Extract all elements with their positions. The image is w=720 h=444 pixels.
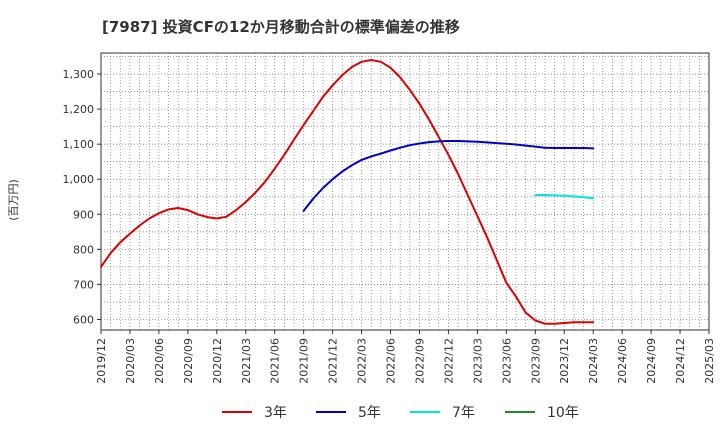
x-tick-label: 2024/06 — [616, 338, 629, 384]
x-tick-label: 2022/06 — [385, 338, 398, 384]
x-tick-label: 2022/12 — [442, 338, 455, 384]
x-tick-label: 2025/03 — [703, 338, 716, 384]
legend-label: 7年 — [452, 405, 475, 421]
x-tick-label: 2023/09 — [529, 338, 542, 384]
legend-label: 3年 — [264, 405, 287, 421]
y-tick-label: 1,300 — [63, 68, 95, 81]
y-tick-label: 900 — [73, 208, 94, 221]
x-tick-label: 2019/12 — [95, 338, 108, 384]
legend-item: 5年 — [316, 405, 381, 421]
series-line — [534, 194, 595, 200]
y-tick-label: 600 — [73, 313, 94, 326]
series-line — [302, 140, 595, 212]
legend-label: 10年 — [547, 405, 579, 421]
x-tick-label: 2023/06 — [500, 338, 513, 384]
x-tick-label: 2024/12 — [674, 338, 687, 384]
chart-title: [7987] 投資CFの12か月移動合計の標準偏差の推移 — [102, 18, 460, 36]
x-tick-label: 2022/03 — [356, 338, 369, 384]
x-tick-label: 2024/09 — [645, 338, 658, 384]
x-tick-label: 2021/09 — [298, 338, 311, 384]
x-tick-label: 2023/12 — [558, 338, 571, 384]
x-tick-label: 2020/06 — [153, 338, 166, 384]
x-tick-label: 2023/03 — [471, 338, 484, 384]
y-tick-label: 700 — [73, 278, 94, 291]
x-tick-label: 2020/03 — [124, 338, 137, 384]
x-tick-label: 2021/03 — [240, 338, 253, 384]
x-tick-label: 2021/06 — [269, 338, 282, 384]
plot-background — [101, 53, 709, 330]
x-tick-label: 2020/12 — [211, 338, 224, 384]
legend-item: 3年 — [222, 405, 287, 421]
series-line — [100, 59, 595, 325]
x-tick-label: 2021/12 — [327, 338, 340, 384]
y-tick-label: 1,100 — [63, 138, 95, 151]
x-tick-label: 2020/09 — [182, 338, 195, 384]
y-axis-label: (百万円) — [7, 179, 20, 221]
plot-area: 600 700 800 900 1,000 1,100 1,200 1,300 2019/12 2… — [63, 52, 716, 384]
x-tick-label: 2024/03 — [587, 338, 600, 384]
y-tick-label: 800 — [73, 243, 94, 256]
legend-label: 5年 — [358, 405, 381, 421]
y-tick-label: 1,200 — [63, 103, 95, 116]
x-tick-label: 2022/09 — [413, 338, 426, 384]
legend: 3年 5年 7年 10年 — [222, 405, 579, 421]
legend-item: 7年 — [410, 405, 475, 421]
plot-frame — [100, 52, 710, 331]
legend-item: 10年 — [505, 405, 579, 421]
y-tick-label: 1,000 — [63, 173, 95, 186]
